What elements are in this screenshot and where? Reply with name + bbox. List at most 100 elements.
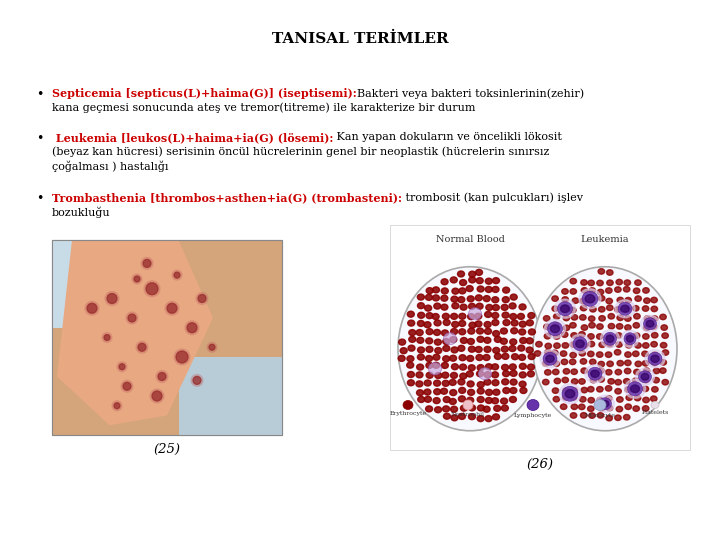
- Ellipse shape: [563, 388, 570, 394]
- Ellipse shape: [424, 322, 431, 328]
- Ellipse shape: [554, 343, 560, 348]
- Ellipse shape: [417, 338, 424, 343]
- Ellipse shape: [625, 352, 631, 357]
- Ellipse shape: [597, 397, 603, 403]
- Ellipse shape: [492, 347, 500, 353]
- Circle shape: [167, 303, 177, 313]
- Ellipse shape: [418, 354, 424, 360]
- Ellipse shape: [579, 379, 585, 384]
- Ellipse shape: [483, 406, 490, 412]
- Circle shape: [117, 362, 127, 372]
- Circle shape: [85, 301, 99, 315]
- Circle shape: [172, 270, 182, 280]
- Ellipse shape: [459, 414, 465, 420]
- Ellipse shape: [562, 289, 568, 294]
- Ellipse shape: [644, 325, 650, 330]
- Ellipse shape: [416, 381, 423, 387]
- Ellipse shape: [552, 296, 558, 301]
- Ellipse shape: [570, 322, 576, 328]
- Ellipse shape: [492, 330, 500, 336]
- Ellipse shape: [606, 270, 613, 275]
- Ellipse shape: [651, 402, 659, 408]
- Ellipse shape: [485, 286, 492, 293]
- Ellipse shape: [598, 361, 605, 367]
- Ellipse shape: [418, 396, 425, 402]
- Ellipse shape: [459, 329, 466, 335]
- Ellipse shape: [642, 306, 649, 311]
- Ellipse shape: [417, 390, 423, 396]
- Circle shape: [105, 292, 119, 306]
- Ellipse shape: [608, 314, 615, 319]
- Ellipse shape: [433, 389, 441, 395]
- Text: Leukemia: Leukemia: [581, 235, 629, 244]
- Ellipse shape: [607, 280, 613, 286]
- Ellipse shape: [614, 349, 621, 355]
- Ellipse shape: [441, 304, 448, 310]
- Ellipse shape: [606, 406, 613, 411]
- Circle shape: [150, 389, 164, 403]
- Text: çoğalması ) hastalığı: çoğalması ) hastalığı: [52, 160, 168, 172]
- Text: Neutrophil: Neutrophil: [451, 412, 485, 417]
- Ellipse shape: [433, 295, 439, 301]
- Ellipse shape: [518, 345, 525, 351]
- Ellipse shape: [475, 269, 482, 275]
- Ellipse shape: [562, 343, 569, 348]
- Ellipse shape: [652, 352, 658, 357]
- Ellipse shape: [469, 308, 482, 320]
- Text: Trombasthenia [thrombos+asthen+ia(G) (trombasteni):: Trombasthenia [thrombos+asthen+ia(G) (tr…: [52, 192, 402, 203]
- Ellipse shape: [616, 397, 623, 402]
- Ellipse shape: [485, 328, 492, 334]
- Text: Lymphocyte: Lymphocyte: [514, 413, 552, 417]
- Ellipse shape: [467, 314, 474, 320]
- Circle shape: [158, 373, 166, 381]
- Ellipse shape: [425, 305, 432, 311]
- Circle shape: [123, 382, 131, 390]
- Ellipse shape: [594, 400, 606, 410]
- Ellipse shape: [408, 320, 415, 326]
- Ellipse shape: [636, 368, 654, 385]
- Ellipse shape: [469, 303, 475, 309]
- Ellipse shape: [598, 269, 605, 274]
- Ellipse shape: [581, 343, 588, 348]
- Ellipse shape: [652, 387, 658, 392]
- Ellipse shape: [510, 370, 517, 376]
- Ellipse shape: [633, 387, 639, 393]
- Ellipse shape: [435, 373, 442, 379]
- Ellipse shape: [475, 295, 482, 301]
- Circle shape: [209, 345, 215, 350]
- Ellipse shape: [543, 361, 549, 366]
- Ellipse shape: [573, 337, 587, 351]
- Ellipse shape: [644, 318, 657, 330]
- Ellipse shape: [625, 325, 631, 330]
- Ellipse shape: [571, 404, 577, 409]
- Ellipse shape: [492, 305, 500, 310]
- Ellipse shape: [570, 279, 577, 284]
- Ellipse shape: [400, 348, 408, 354]
- Ellipse shape: [625, 316, 631, 321]
- Ellipse shape: [449, 399, 456, 404]
- Ellipse shape: [408, 372, 415, 377]
- Circle shape: [156, 370, 168, 382]
- Ellipse shape: [579, 289, 601, 309]
- Ellipse shape: [443, 406, 449, 412]
- Ellipse shape: [597, 280, 603, 286]
- Ellipse shape: [435, 348, 442, 354]
- Ellipse shape: [590, 307, 596, 312]
- Text: •: •: [36, 88, 43, 101]
- Ellipse shape: [441, 330, 449, 336]
- Ellipse shape: [635, 296, 642, 301]
- Bar: [390, 225, 690, 450]
- Ellipse shape: [560, 351, 567, 356]
- Ellipse shape: [606, 334, 613, 339]
- Ellipse shape: [648, 352, 662, 365]
- Ellipse shape: [580, 396, 586, 402]
- Ellipse shape: [644, 316, 651, 321]
- Ellipse shape: [426, 288, 433, 294]
- Ellipse shape: [492, 380, 499, 386]
- Ellipse shape: [646, 320, 654, 327]
- Ellipse shape: [650, 396, 657, 401]
- Ellipse shape: [509, 303, 516, 309]
- Ellipse shape: [585, 295, 595, 303]
- Ellipse shape: [606, 352, 612, 357]
- Ellipse shape: [562, 395, 569, 400]
